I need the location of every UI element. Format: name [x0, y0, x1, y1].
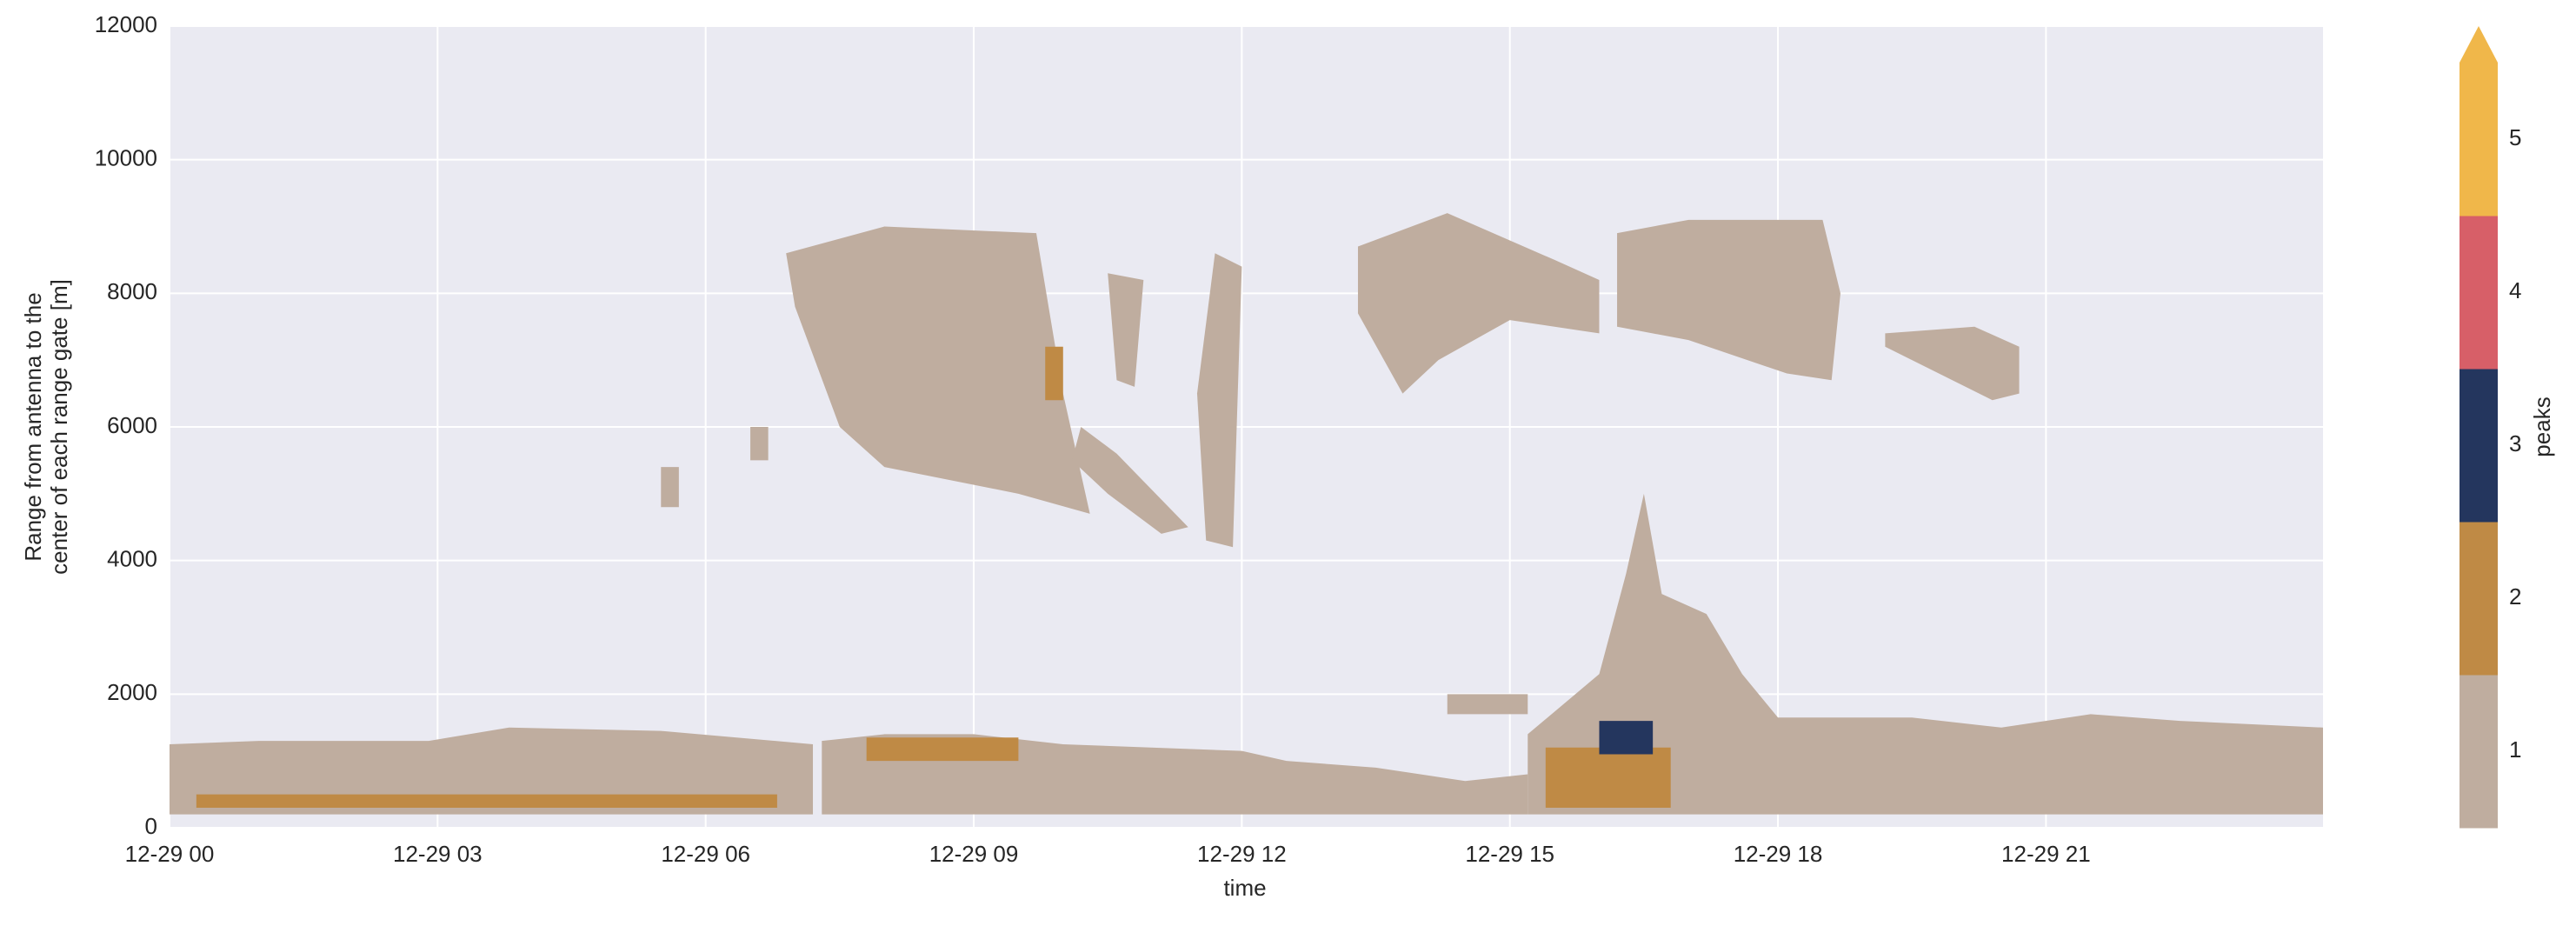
- data-region: [1072, 427, 1188, 534]
- y-axis-label: center of each range gate [m]: [46, 279, 72, 575]
- data-region: [1545, 747, 1671, 808]
- data-region: [866, 737, 1019, 762]
- x-tick-label: 12-29 09: [929, 841, 1019, 867]
- colorbar-tick-label: 2: [2509, 583, 2521, 610]
- x-tick-label: 12-29 06: [661, 841, 750, 867]
- colorbar: 1 2 3 4 5: [2460, 26, 2521, 829]
- colorbar-segment: [2460, 369, 2498, 523]
- colorbar-label: peaks: [2529, 396, 2555, 456]
- x-tick-label: 12-29 15: [1465, 841, 1554, 867]
- colorbar-segment: [2460, 216, 2498, 370]
- x-tick-label: 12-29 18: [1734, 841, 1823, 867]
- y-tick-label: 10000: [95, 145, 157, 171]
- data-region: [1528, 493, 2323, 815]
- data-region: [1108, 273, 1144, 387]
- colorbar-tick-label: 3: [2509, 430, 2521, 456]
- data-region: [1447, 694, 1528, 715]
- colorbar-tick-label: 4: [2509, 277, 2521, 303]
- data-region: [170, 727, 814, 815]
- data-region: [750, 427, 769, 461]
- labels: 0 2000 4000 6000 8000 10000 12000 12-29 00 12-29…: [95, 11, 2091, 867]
- colorbar-tick-label: 1: [2509, 736, 2521, 763]
- colorbar-segment: [2460, 63, 2498, 217]
- data-region: [1196, 253, 1242, 548]
- x-axis-label: time: [1223, 875, 1266, 901]
- data-region: [1885, 326, 2020, 401]
- data-region: [661, 467, 679, 508]
- y-tick-label: 2000: [107, 679, 157, 705]
- data-layer: [170, 213, 2323, 815]
- y-axis-label: Range from antenna to the: [20, 292, 46, 561]
- y-tick-label: 0: [145, 813, 157, 839]
- x-tick-label: 12-29 00: [125, 841, 215, 867]
- colorbar-segment: [2460, 675, 2498, 829]
- x-tick-label: 12-29 03: [393, 841, 483, 867]
- colorbar-segment: [2460, 522, 2498, 676]
- x-tick-label: 12-29 12: [1197, 841, 1287, 867]
- data-region: [1045, 346, 1063, 401]
- x-tick-label: 12-29 21: [2001, 841, 2091, 867]
- data-region: [1599, 721, 1654, 755]
- y-tick-label: 4000: [107, 546, 157, 572]
- y-tick-label: 6000: [107, 412, 157, 438]
- y-tick-label: 8000: [107, 278, 157, 304]
- data-region: [196, 794, 777, 808]
- y-tick-label: 12000: [95, 11, 157, 37]
- data-region: [1357, 213, 1600, 394]
- data-region: [786, 226, 1090, 514]
- data-region: [1617, 219, 1840, 381]
- colorbar-tick-label: 5: [2509, 124, 2521, 150]
- colorbar-extension: [2460, 26, 2498, 63]
